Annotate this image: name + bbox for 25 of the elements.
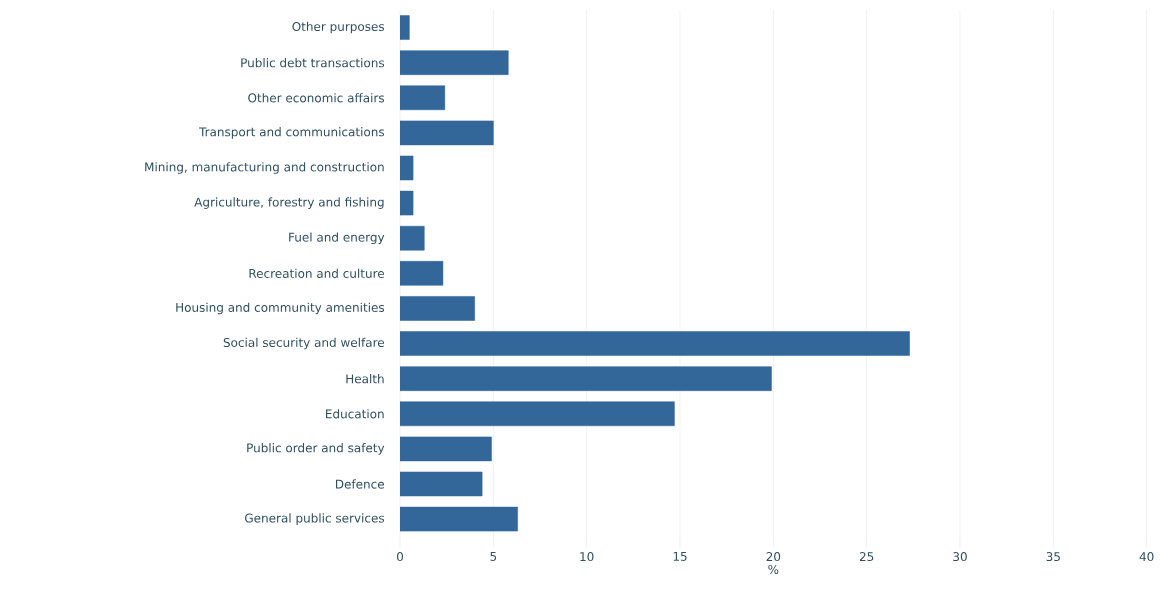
x-tick-label: 40	[1139, 552, 1154, 562]
y-tick-label: Health	[346, 374, 384, 384]
y-tick-label: Recreation and culture	[249, 268, 385, 278]
y-tick-label: Other purposes	[292, 21, 385, 34]
y-tick-label: Public order and safety	[247, 443, 385, 455]
y-tick-label: Agriculture, forestry and fishing	[194, 197, 384, 209]
y-tick-label: Defence	[335, 479, 384, 489]
x-tick-label: 30	[953, 552, 967, 562]
y-tick-label: Public debt transactions	[241, 58, 385, 68]
x-tick-label: 20	[766, 552, 781, 562]
x-tick-label: 10	[580, 552, 594, 562]
y-tick-label: Transport and communications	[199, 127, 385, 139]
x-tick-label: 35	[1046, 552, 1060, 562]
x-axis-title: %	[768, 564, 779, 575]
y-tick-label: Housing and community amenities	[176, 302, 385, 315]
y-tick-label: Education	[326, 409, 384, 419]
y-tick-label: Fuel and energy	[289, 232, 385, 245]
y-tick-label: Social security and welfare	[223, 337, 385, 350]
x-tick-label: 25	[859, 552, 874, 562]
y-tick-label: General public services	[245, 513, 385, 525]
y-tick-label: Other economic affairs	[248, 93, 385, 103]
y-tick-label: Mining, manufacturing and construction	[145, 162, 384, 174]
x-tick-label: 0	[396, 552, 404, 562]
x-tick-label: 5	[490, 552, 497, 561]
x-tick-label: 15	[673, 552, 687, 561]
